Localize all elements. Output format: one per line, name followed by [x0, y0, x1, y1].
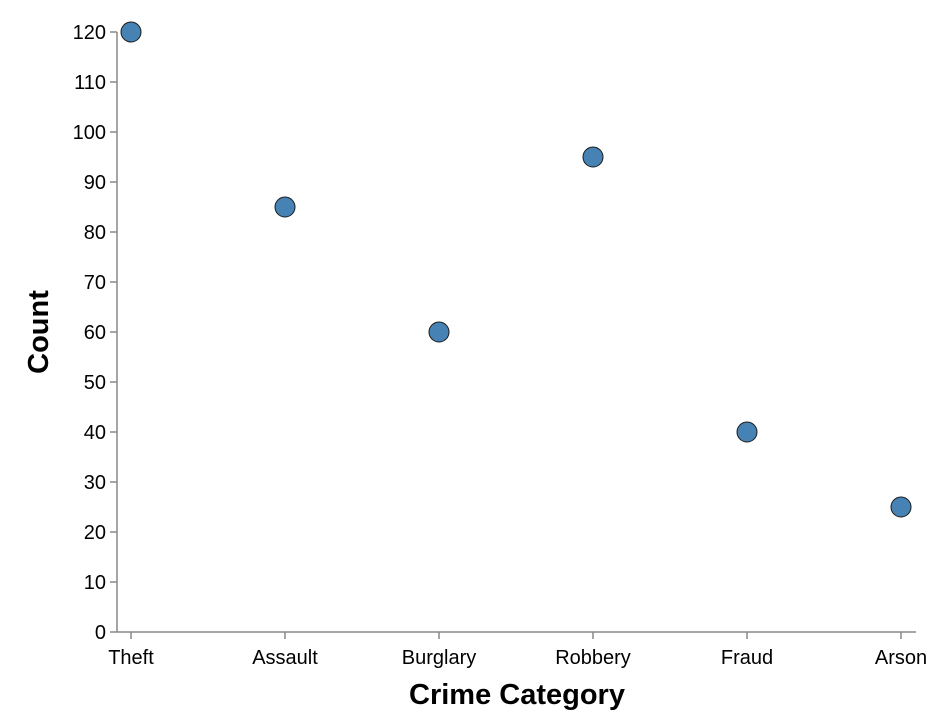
y-tick-label: 100 — [73, 122, 106, 144]
data-points — [120, 21, 912, 518]
x-tick-label: Assault — [252, 647, 318, 669]
y-axis: 0 10 20 30 40 50 60 70 80 90 100 110 120 — [73, 22, 118, 644]
y-tick-label: 20 — [84, 522, 106, 544]
x-tick-label: Burglary — [402, 647, 476, 669]
data-point — [274, 196, 296, 218]
data-point — [890, 496, 912, 518]
y-tick-label: 90 — [84, 172, 106, 194]
y-tick-label: 50 — [84, 372, 106, 394]
y-tick-label: 0 — [95, 622, 106, 644]
y-tick-label: 110 — [74, 72, 106, 94]
y-tick-label: 80 — [84, 222, 106, 244]
x-tick-label: Fraud — [721, 647, 773, 669]
y-axis-title: Count — [23, 290, 55, 374]
y-tick-label: 60 — [84, 322, 106, 344]
data-point — [582, 146, 604, 168]
x-axis-title: Crime Category — [409, 679, 625, 711]
data-point — [736, 421, 758, 443]
y-tick-label: 40 — [84, 422, 106, 444]
x-tick-label: Robbery — [555, 647, 631, 669]
y-tick-label: 120 — [73, 22, 106, 44]
x-axis: Theft Assault Burglary Robbery Fraud Arson — [108, 631, 927, 669]
x-tick-label: Theft — [108, 647, 154, 669]
y-tick-label: 30 — [84, 472, 106, 494]
data-point — [120, 21, 142, 43]
data-point — [428, 321, 450, 343]
y-tick-label: 70 — [84, 272, 106, 294]
y-tick-label: 10 — [84, 572, 106, 594]
x-tick-label: Arson — [875, 647, 927, 669]
